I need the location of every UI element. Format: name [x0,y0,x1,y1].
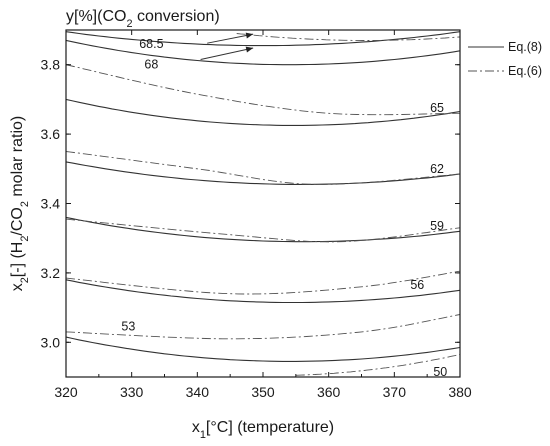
legend-label-1: Eq.(8) [508,40,542,54]
contour-label-62: 62 [430,162,444,176]
annotations [200,32,254,60]
x-tick-label: 350 [251,384,275,400]
contour-label-68: 68 [144,58,158,72]
x-tick-label: 320 [54,384,78,400]
eq6-contour-59 [66,270,460,295]
eq8-contour-62 [66,161,460,185]
arrow-line-2 [200,47,254,60]
eq8-contour-68 [66,39,460,66]
eq6-contour-68-5 [236,33,460,41]
legend-label-2: Eq.(6) [508,64,542,78]
contour-labels: 68.5 68 65 62 59 56 53 50 [121,37,447,379]
x-tick-label: 340 [186,384,210,400]
eq8-contour-65 [66,98,460,126]
arrow-line-1 [207,33,254,44]
y-tick-label: 3.6 [41,126,61,142]
conversion-label: y[%](CO2 conversion) [66,8,220,30]
eq6-contour-53 [295,353,460,376]
eq8-contour-68-5 [66,31,460,47]
y-tick-label: 3.4 [41,196,61,212]
legend: Eq.(8) Eq.(6) [468,40,542,78]
eq8-contour-56 [66,279,460,304]
contour-label-50: 50 [433,365,447,379]
eq6-contour-56 [66,314,460,340]
y-tick-label: 3.2 [41,265,61,281]
x-tick-label: 370 [383,384,407,400]
x-tick-label: 380 [448,384,472,400]
contour-label-59: 59 [430,219,444,233]
contour-label-68-5: 68.5 [139,37,163,51]
contour-label-65: 65 [430,101,444,115]
x-tick-label: 330 [120,384,144,400]
arrow-head-1 [245,32,254,39]
y-tick-label: 3.0 [41,334,61,350]
contour-lines [66,31,460,376]
arrow-head-2 [245,46,254,53]
x-tick-label: 360 [317,384,341,400]
contour-label-53: 53 [121,320,135,334]
ticks: 320 330 340 350 360 370 380 3.0 3.2 3.4 3.6 3.8 [41,30,472,400]
x-axis-title: x1[°C] (temperature) [192,419,334,441]
axis-titles: x1[°C] (temperature) x2[-] (H2/CO2 molar … [9,8,334,441]
eq6-contour-68 [66,64,460,116]
y-axis-title: x2[-] (H2/CO2 molar ratio) [9,116,31,292]
eq6-contour-65 [66,151,460,185]
eq8-contour-53 [66,336,460,362]
y-tick-label: 3.8 [41,57,61,73]
eq6-contour-62 [66,218,460,243]
contour-label-56: 56 [410,278,424,292]
eq8-contour-59 [66,216,460,243]
